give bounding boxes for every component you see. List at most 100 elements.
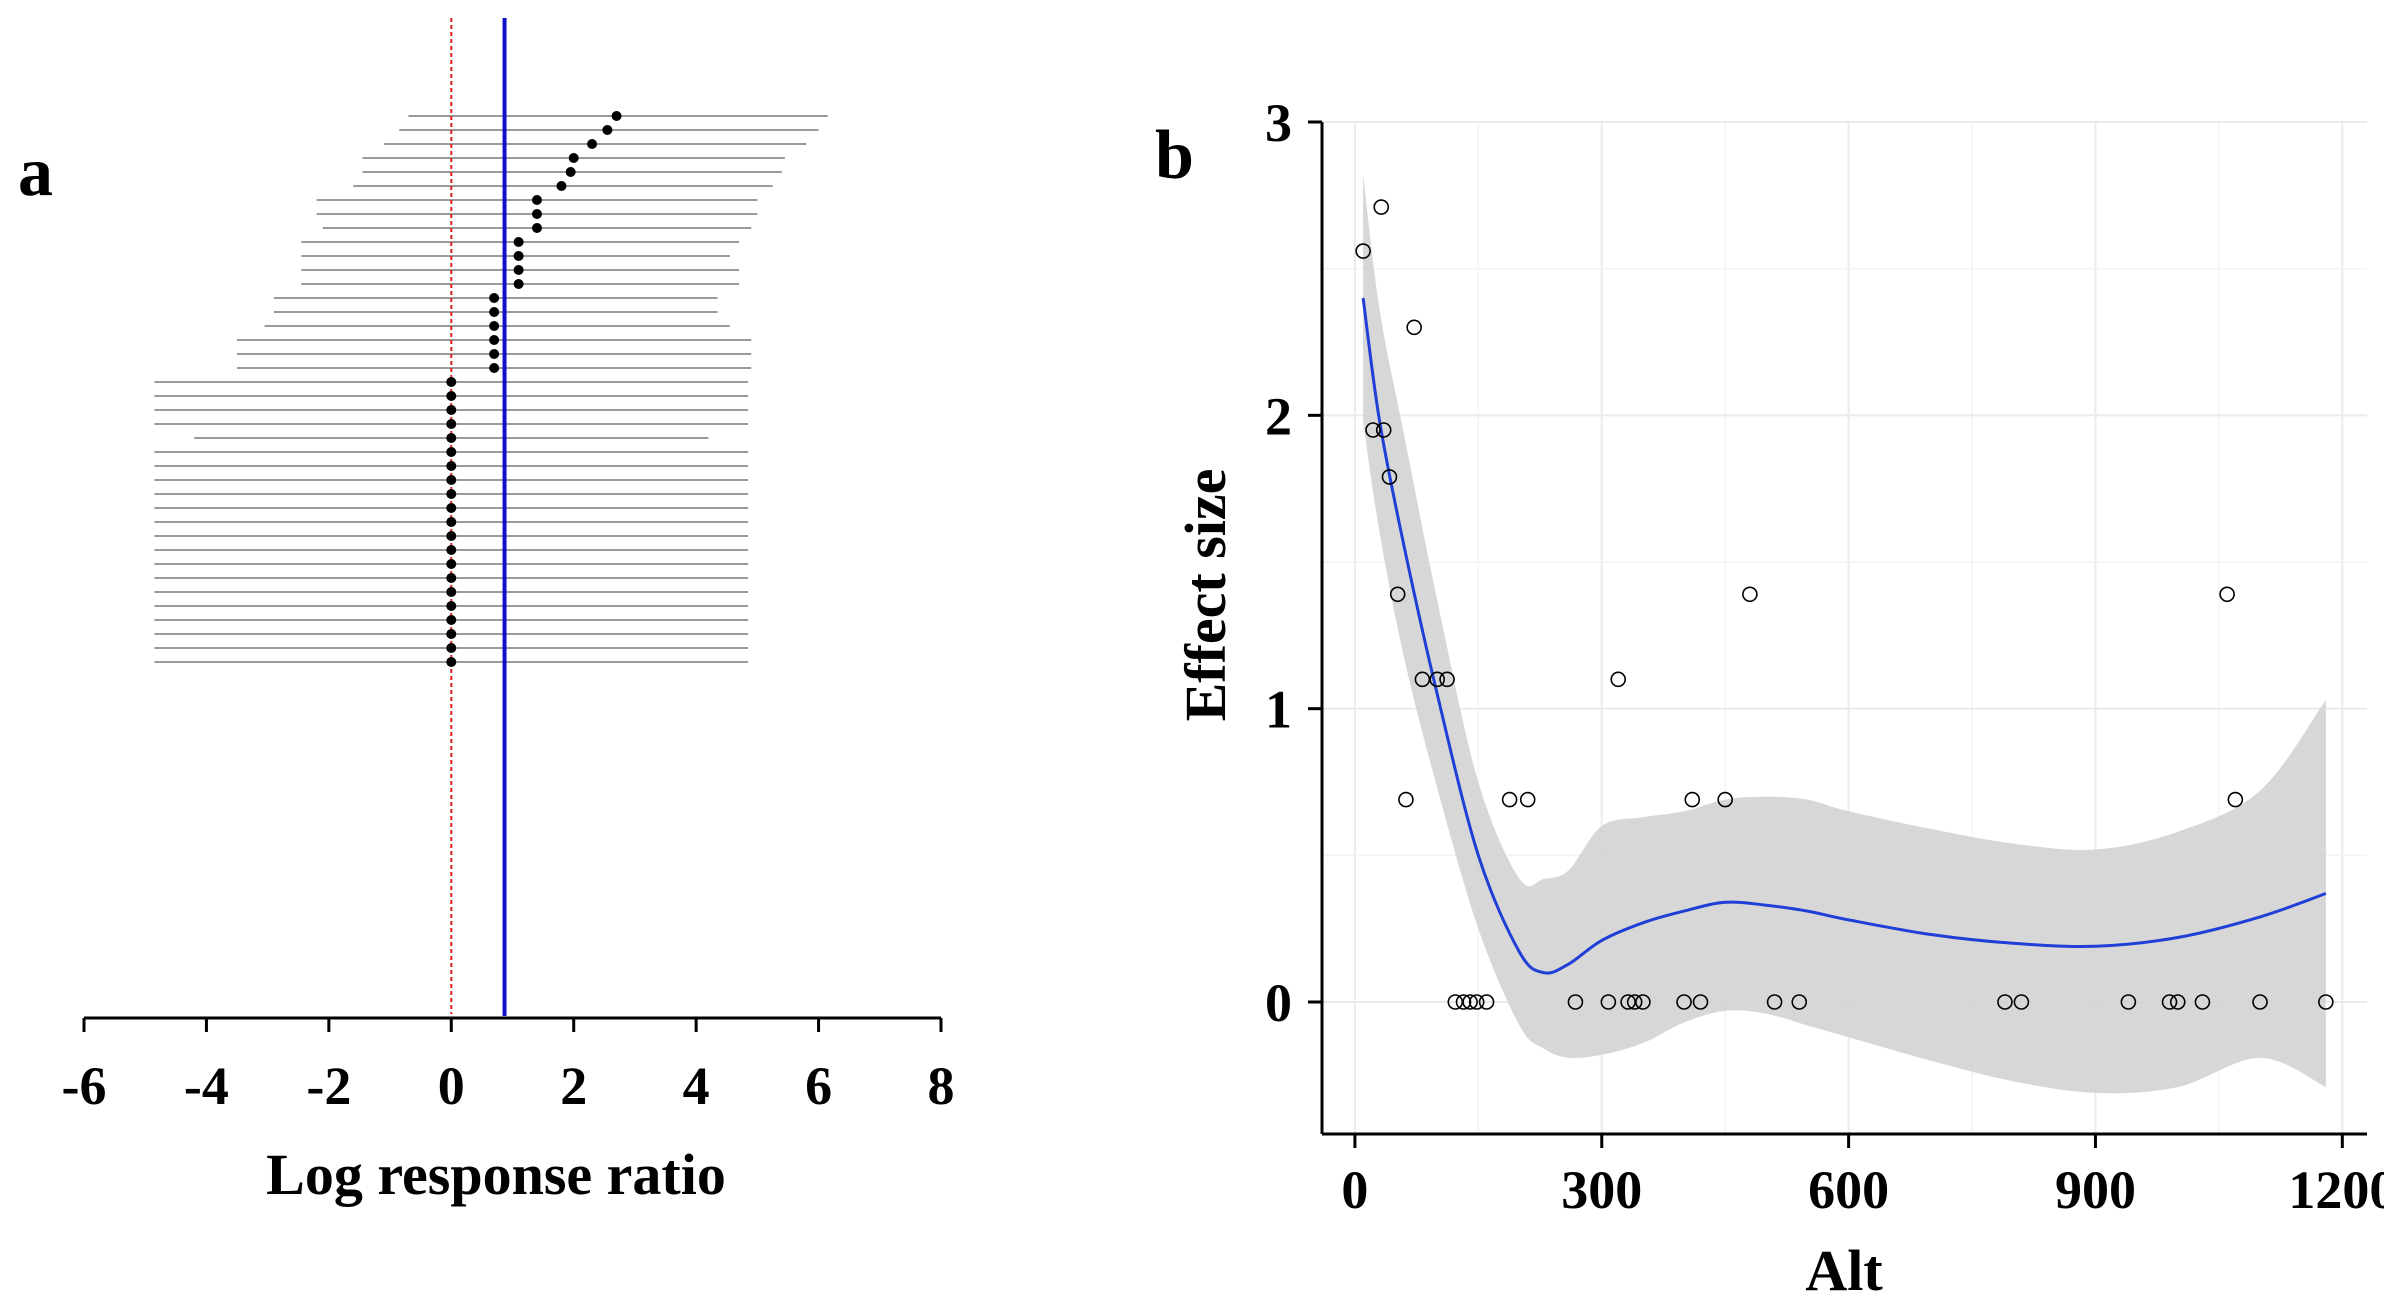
study-estimate-point <box>531 223 542 233</box>
panel-label-a: a <box>18 134 53 211</box>
study-estimate-point <box>446 531 457 541</box>
data-point <box>2013 994 2030 1010</box>
data-point <box>1429 671 1445 688</box>
x-tick-label: 1200 <box>2288 1160 2384 1220</box>
study-estimate-point <box>489 363 500 373</box>
study-estimate-point <box>531 195 542 205</box>
data-point <box>1414 671 1431 688</box>
study-estimate-point <box>489 293 500 303</box>
axes <box>1320 122 2367 1136</box>
study-estimate-point <box>489 349 500 359</box>
study-estimate-point <box>602 125 613 135</box>
study-estimate-point <box>513 279 524 289</box>
data-point <box>1567 994 1584 1010</box>
confidence-band <box>1363 174 2326 1094</box>
axis-ticks: 0 300 600 900 1200 0 1 2 3 <box>1265 93 2384 1220</box>
study-estimate-point <box>446 377 457 387</box>
data-point <box>1791 994 1808 1010</box>
study-estimate-point <box>489 307 500 317</box>
data-points <box>1355 199 2334 1010</box>
study-estimate-point <box>446 503 457 513</box>
study-estimate-point <box>565 167 576 177</box>
study-estimate-point <box>446 461 457 471</box>
data-point <box>1692 994 1709 1010</box>
data-point <box>1355 243 1371 259</box>
data-point <box>2318 994 2334 1010</box>
study-estimate-point <box>446 405 457 415</box>
data-point <box>1373 199 1390 215</box>
x-tick-label: 0 <box>438 1056 465 1116</box>
x-tick-label: 900 <box>2055 1160 2136 1220</box>
data-point <box>1684 791 1701 808</box>
y-tick-label: 1 <box>1265 680 1292 740</box>
y-tick-label: 0 <box>1265 973 1292 1033</box>
data-point <box>1635 994 1651 1010</box>
x-tick-label: 6 <box>805 1056 832 1116</box>
data-point <box>1398 791 1414 808</box>
data-point <box>1439 671 1455 688</box>
data-point <box>1717 791 1733 808</box>
x-tick-label: 8 <box>928 1056 955 1116</box>
study-estimate-point <box>513 265 524 275</box>
data-point <box>1766 994 1783 1010</box>
data-point <box>1626 994 1643 1010</box>
study-estimate-point <box>446 629 457 639</box>
x-axis-title: Log response ratio <box>266 1142 726 1207</box>
data-point <box>1610 671 1627 688</box>
x-tick-label: 300 <box>1561 1160 1642 1220</box>
y-axis-title: Effect size <box>1173 469 1238 722</box>
data-point <box>1447 994 1464 1010</box>
data-point <box>2252 994 2268 1010</box>
x-tick-label: -4 <box>184 1056 229 1116</box>
study-estimate-point <box>611 111 622 121</box>
data-point <box>1389 586 1406 603</box>
study-estimate-point <box>489 335 500 345</box>
study-estimate-point <box>513 251 524 261</box>
data-point <box>2219 586 2235 603</box>
confidence-intervals <box>154 115 828 663</box>
study-estimate-point <box>556 181 567 191</box>
study-estimate-point <box>446 475 457 485</box>
x-tick-label: 4 <box>683 1056 710 1116</box>
data-point <box>2227 791 2244 808</box>
scatter-panel: b 0 300 600 900 1200 0 1 2 3 Alt Effect size <box>1155 93 2384 1303</box>
data-point <box>1997 994 2013 1010</box>
study-estimate-point <box>446 643 457 653</box>
study-estimate-point <box>446 657 457 667</box>
data-point <box>2161 994 2178 1010</box>
study-estimate-point <box>446 587 457 597</box>
data-point <box>1620 994 1636 1010</box>
study-estimate-point <box>446 419 457 429</box>
study-estimate-point <box>446 615 457 625</box>
study-estimate-point <box>446 559 457 569</box>
study-estimate-point <box>446 517 457 527</box>
y-tick-label: 3 <box>1265 93 1292 153</box>
x-axis-ticks: -6 -4 -2 0 2 4 6 8 <box>62 1018 955 1116</box>
study-estimate-point <box>531 209 542 219</box>
study-estimate-point <box>446 545 457 555</box>
study-estimate-point <box>513 237 524 247</box>
study-estimates <box>446 111 622 667</box>
data-point <box>1676 994 1692 1010</box>
data-point <box>1519 791 1536 808</box>
x-tick-label: -2 <box>306 1056 351 1116</box>
data-point <box>1375 422 1392 438</box>
data-point <box>1462 994 1478 1010</box>
data-point <box>1600 994 1617 1010</box>
data-point <box>1468 994 1485 1010</box>
data-point <box>2194 994 2211 1010</box>
study-estimate-point <box>446 573 457 583</box>
study-estimate-point <box>446 447 457 457</box>
x-tick-label: 2 <box>560 1056 587 1116</box>
panel-label-b: b <box>1155 117 1194 194</box>
study-estimate-point <box>587 139 598 149</box>
data-point <box>1406 319 1422 336</box>
study-estimate-point <box>446 601 457 611</box>
x-tick-label: 600 <box>1808 1160 1889 1220</box>
study-estimate-point <box>568 153 579 163</box>
smooth-curve <box>1361 297 2327 975</box>
data-point <box>1501 791 1518 808</box>
study-estimate-point <box>446 489 457 499</box>
study-estimate-point <box>446 433 457 443</box>
